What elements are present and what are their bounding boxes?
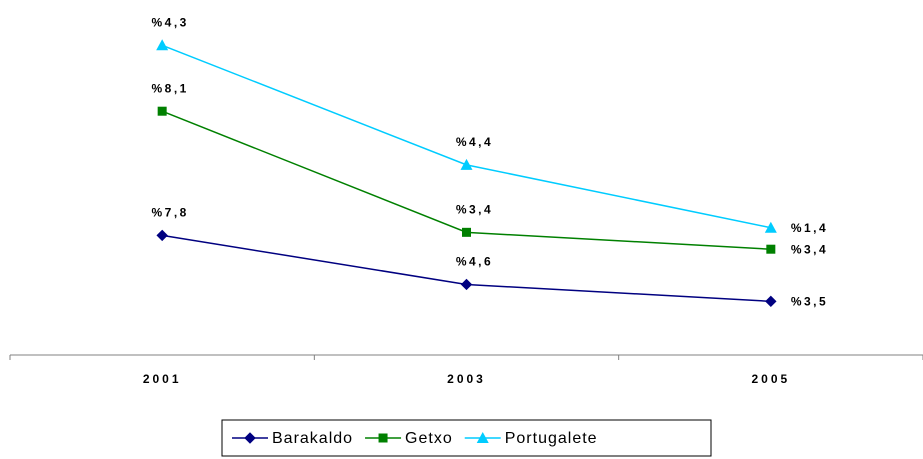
point bbox=[765, 295, 777, 308]
x-tick-label: 2005 bbox=[751, 372, 790, 386]
legend: Barakaldo Getxo Portugalete bbox=[221, 419, 712, 457]
data-label: %4,3 bbox=[151, 15, 188, 29]
point bbox=[460, 158, 473, 170]
x-tick-label: 2003 bbox=[447, 372, 486, 386]
point bbox=[156, 39, 169, 51]
data-label: %1,4 bbox=[791, 221, 828, 235]
legend-marker bbox=[244, 432, 256, 444]
legend-label: Barakaldo bbox=[272, 430, 353, 447]
point bbox=[462, 227, 471, 237]
point bbox=[157, 106, 167, 116]
legend-label: Getxo bbox=[405, 430, 453, 447]
data-label: %4,4 bbox=[456, 135, 493, 149]
x-tick-label: 2001 bbox=[143, 372, 182, 386]
legend-marker bbox=[378, 433, 388, 443]
data-label: %8,1 bbox=[151, 81, 188, 95]
point bbox=[764, 221, 777, 233]
data-label: %3,4 bbox=[791, 242, 828, 256]
data-label: %4,6 bbox=[456, 255, 493, 269]
point bbox=[766, 244, 776, 254]
legend-marker bbox=[476, 432, 489, 443]
point bbox=[460, 278, 473, 291]
legend-label: Portugalete bbox=[505, 430, 598, 447]
data-label: %3,5 bbox=[791, 295, 828, 309]
point bbox=[156, 229, 168, 242]
data-label: %3,4 bbox=[456, 203, 493, 217]
data-label: %7,8 bbox=[151, 206, 188, 220]
